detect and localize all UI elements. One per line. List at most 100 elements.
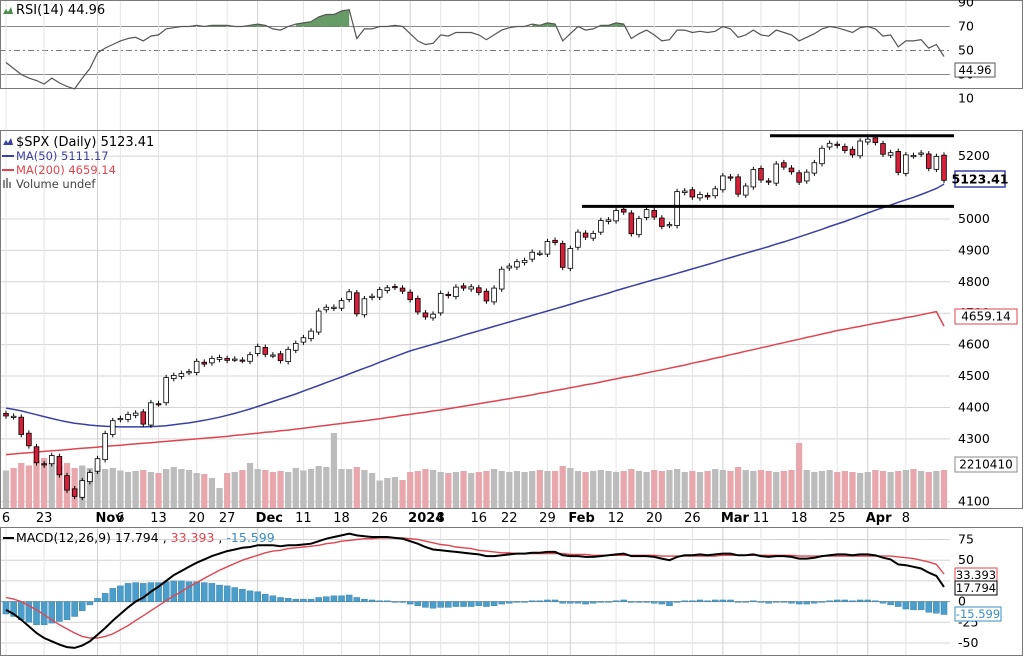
macd-histogram-bar: [567, 601, 574, 604]
price-candle: [849, 146, 856, 158]
candle-body: [415, 298, 421, 313]
volume-bar: [445, 473, 452, 508]
rsi-tick-label: 10: [958, 91, 974, 106]
price-candle: [270, 352, 276, 359]
volume-bar: [193, 473, 200, 508]
candle-body: [445, 293, 452, 297]
price-candle: [415, 295, 421, 315]
volume-bar: [887, 472, 894, 508]
volume-bar: [567, 468, 574, 508]
price-candle: [125, 411, 131, 423]
rsi-legend: RSI(14) 44.96: [3, 3, 105, 18]
candle-body: [453, 286, 459, 297]
price-candle: [788, 165, 795, 175]
candle-body: [651, 210, 657, 218]
candle-body: [239, 359, 246, 362]
macd-histogram-bar: [696, 599, 704, 602]
candle-body: [826, 142, 833, 148]
macd-histogram-bar: [117, 585, 124, 602]
volume-bar: [933, 471, 940, 508]
macd-tick-label: 50: [958, 552, 974, 567]
macd-histogram-bar: [254, 591, 261, 602]
price-candle: [315, 308, 322, 335]
price-candle: [506, 263, 513, 271]
macd-histogram-bar: [872, 600, 879, 602]
price-candle: [48, 452, 55, 467]
macd-histogram-bar: [780, 601, 788, 603]
price-candle: [445, 291, 452, 299]
candle-body: [422, 312, 429, 318]
rsi-value-tag: 44.96: [954, 62, 996, 78]
macd-histogram-bar: [201, 582, 208, 602]
volume-bar: [269, 472, 277, 508]
price-candle: [613, 207, 619, 224]
price-candle: [392, 283, 398, 290]
candle-body: [803, 171, 810, 182]
volume-bar: [170, 467, 177, 508]
hist-value-tag-box: [954, 606, 1002, 622]
candle-body: [399, 287, 406, 292]
macd-histogram-bar: [933, 601, 940, 614]
price-candle: [514, 258, 520, 270]
volume-bar: [513, 471, 521, 508]
macd-histogram-bar: [666, 601, 673, 606]
candle-body: [331, 306, 337, 309]
volume-bar: [56, 465, 63, 508]
candle-body: [514, 261, 520, 268]
macd-histogram-bar: [94, 598, 101, 602]
macd-histogram-bar: [544, 599, 551, 602]
ma200-line: [5, 310, 945, 456]
macd-histogram-bar: [925, 601, 932, 613]
x-tick-label: Feb: [568, 511, 594, 526]
macd-histogram-bar: [10, 601, 17, 617]
candle-body: [559, 243, 566, 268]
candle-body: [491, 287, 497, 303]
macd-histogram-bar: [628, 601, 635, 603]
x-tick-label: 2024: [408, 511, 444, 526]
candle-body: [925, 153, 932, 169]
price-candle: [308, 328, 314, 342]
macd-histogram-bar: [910, 601, 917, 611]
price-candle: [643, 206, 650, 221]
volume-bar: [483, 471, 490, 508]
macd-histogram-bar: [620, 599, 627, 602]
candle-body: [201, 361, 208, 365]
ma50-line: [5, 183, 945, 428]
macd-histogram-bar: [894, 601, 902, 607]
moving-averages: [5, 183, 945, 456]
candle-body: [216, 357, 223, 360]
candle-body: [689, 189, 696, 198]
support-resistance-lines: [582, 134, 954, 208]
price-candle: [239, 357, 246, 364]
price-candle: [773, 161, 779, 186]
macd-histogram-bar: [277, 597, 284, 602]
price-candle: [933, 153, 940, 173]
macd-histogram-bar: [460, 601, 467, 607]
price-candle: [216, 354, 223, 363]
candle-body: [903, 154, 909, 174]
candle-body: [552, 239, 558, 243]
macd-histogram-bar: [223, 585, 231, 602]
volume-bar: [94, 465, 101, 508]
candle-body: [582, 232, 589, 238]
price-candle: [224, 355, 230, 364]
candle-body: [849, 148, 856, 156]
volume-bar: [155, 473, 162, 508]
candle-body: [354, 292, 360, 315]
candle-body: [384, 287, 391, 291]
price-candle: [285, 346, 291, 365]
rsi-series: [5, 9, 945, 90]
price-value-tag-box: [954, 170, 1006, 188]
candle-body: [796, 172, 802, 183]
volume-bar: [940, 470, 948, 508]
candle-body: [811, 162, 818, 174]
macd-tick-label: 75: [958, 532, 974, 547]
candle-body: [941, 154, 947, 181]
macd-histogram-bar: [56, 601, 63, 622]
macd-histogram-bar: [140, 583, 147, 602]
rsi-legend-text: RSI(14) 44.96: [16, 3, 105, 18]
price-legend-icon: [3, 138, 13, 145]
macd-legend-sep2: ,: [218, 530, 222, 545]
macd-tick-label: -50: [958, 635, 978, 650]
volume-bar: [132, 471, 139, 508]
